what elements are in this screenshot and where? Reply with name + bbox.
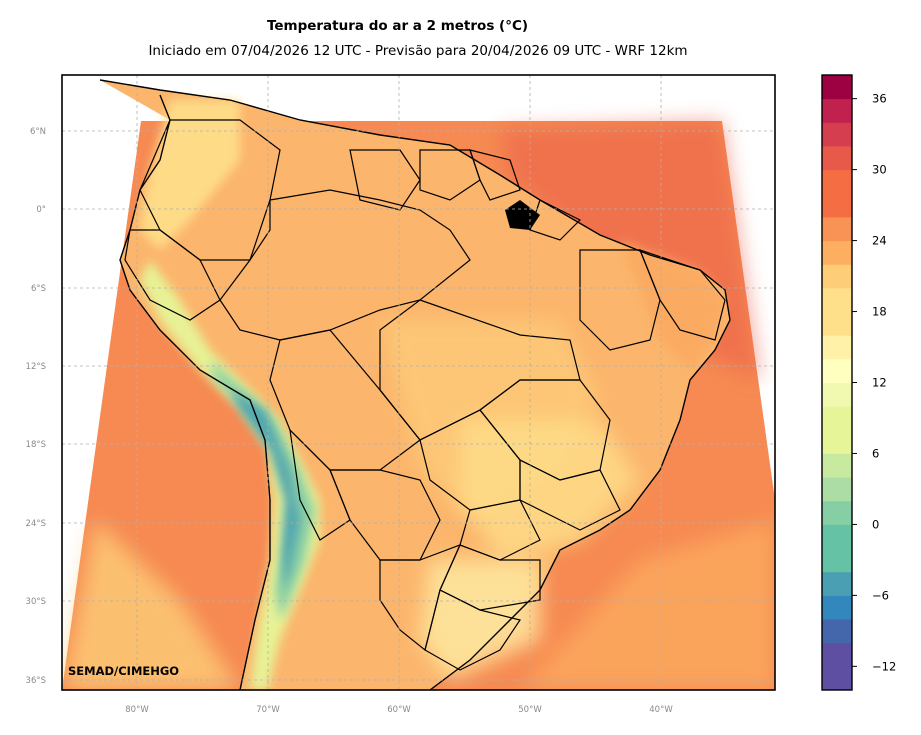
lat-label: 12°S xyxy=(26,362,46,372)
colorbar-swatch xyxy=(822,193,852,218)
colorbar-swatch xyxy=(822,666,852,691)
colorbar-swatch xyxy=(822,98,852,123)
amazon-delta xyxy=(505,200,540,230)
colorbar-swatch xyxy=(822,145,852,171)
graticule xyxy=(62,75,775,690)
colorbar-swatch xyxy=(822,524,852,549)
colorbar-tick-label: 18 xyxy=(872,305,887,319)
latitude-labels: 6°N 0° 6°S 12°S 18°S 24°S 30°S 36°S xyxy=(26,127,46,686)
colorbar-swatch xyxy=(822,453,852,478)
colorbar-swatch xyxy=(822,287,852,313)
cool-atlantic-south xyxy=(520,520,775,690)
lon-label: 40°W xyxy=(649,705,673,715)
colorbar-swatch xyxy=(822,75,852,100)
northeast-brazil-field xyxy=(620,240,725,370)
colorbar-tick-label: 24 xyxy=(872,234,887,248)
colorbar-swatch xyxy=(822,642,852,667)
temperature-field xyxy=(62,79,775,690)
lat-label: 6°S xyxy=(31,284,46,294)
lon-label: 80°W xyxy=(125,705,149,715)
lat-label: 18°S xyxy=(26,440,46,450)
colorbar-swatch xyxy=(822,429,852,454)
colorbar-swatch xyxy=(822,122,852,147)
colorbar-tick-label: −6 xyxy=(872,588,889,602)
colorbar-swatch xyxy=(822,169,852,194)
colorbar-ticks: 36 30 24 18 12 6 0 −6 −12 xyxy=(852,92,896,673)
colorbar-swatch xyxy=(822,406,852,431)
colorbar-swatch xyxy=(822,595,852,620)
lat-label: 36°S xyxy=(26,676,46,686)
plot-frame xyxy=(61,74,776,691)
cool-pacific-south xyxy=(62,520,240,690)
colorbar-tick-label: −12 xyxy=(872,659,896,673)
colorbar-swatch xyxy=(822,382,852,407)
lon-label: 50°W xyxy=(518,705,542,715)
colorbar-tick-label: 6 xyxy=(872,446,879,460)
map-title: Temperatura do ar a 2 metros (°C) xyxy=(266,18,529,34)
lat-label: 24°S xyxy=(26,519,46,529)
andes-highlands xyxy=(140,260,320,690)
colorbar-swatch xyxy=(822,311,852,336)
lat-label: 6°N xyxy=(30,127,46,137)
andes-coldest xyxy=(230,390,300,590)
political-borders xyxy=(124,119,726,671)
lat-label: 30°S xyxy=(26,597,46,607)
colorbar-swatch xyxy=(822,619,852,644)
south-brazil-field xyxy=(420,560,540,680)
map-subtitle: Iniciado em 07/04/2026 12 UTC - Previsão… xyxy=(148,43,688,59)
lon-label: 70°W xyxy=(256,705,280,715)
colorbar-tick-label: 36 xyxy=(872,92,887,106)
colorbar-swatch xyxy=(822,240,852,265)
lon-label: 60°W xyxy=(387,705,411,715)
colorbar-swatch xyxy=(822,358,852,383)
colorbar-swatch xyxy=(822,571,852,596)
coastline xyxy=(99,79,731,690)
southeast-highlands-field xyxy=(460,420,640,560)
longitude-labels: 80°W 70°W 60°W 50°W 40°W xyxy=(125,705,673,715)
lat-label: 0° xyxy=(36,205,46,215)
colorbar-swatch xyxy=(822,216,852,242)
colorbar-swatch xyxy=(822,500,852,525)
colorbar-swatch xyxy=(822,477,852,502)
colorbar-swatch xyxy=(822,548,852,573)
colorbar-swatch xyxy=(822,335,852,360)
credit-label: SEMAD/CIMEHGO xyxy=(68,664,179,678)
colorbar-tick-label: 0 xyxy=(872,517,879,531)
colorbar-tick-label: 30 xyxy=(872,163,887,177)
colorbar-tick-label: 12 xyxy=(872,376,887,390)
colorbar-swatch xyxy=(822,264,852,289)
colorbar xyxy=(822,75,852,691)
